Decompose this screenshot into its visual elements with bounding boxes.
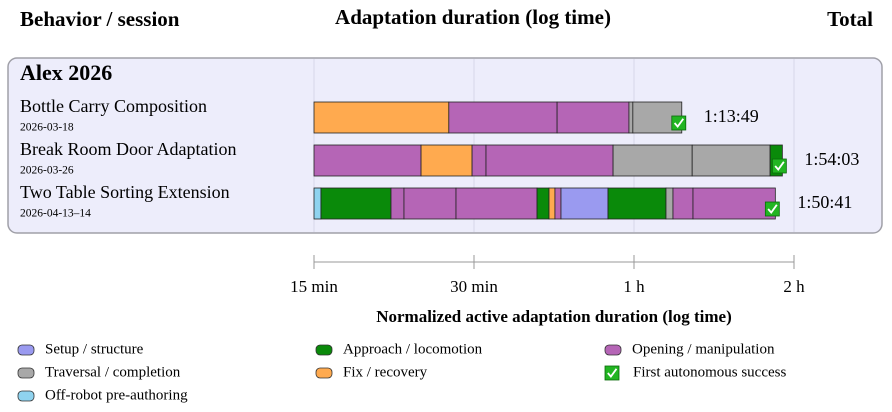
segment: [390, 187, 405, 220]
legend-label: Traversal / completion: [45, 364, 181, 380]
segment: [455, 187, 538, 220]
segment: [420, 144, 473, 177]
row-total: 1:13:49: [704, 106, 759, 126]
success-marker: [671, 115, 687, 131]
row-name: Two Table Sorting Extension: [20, 182, 230, 202]
segment: [536, 187, 550, 220]
segment: [560, 187, 609, 220]
segment: [628, 101, 634, 134]
segment: [485, 144, 614, 177]
segment: [313, 101, 450, 134]
legend-swatch: [17, 367, 35, 379]
check-box: [771, 158, 787, 174]
row-total: 1:50:41: [797, 192, 852, 212]
success-marker: [771, 158, 787, 174]
check-box: [671, 115, 687, 131]
segment: [448, 101, 558, 134]
segment: [556, 101, 630, 134]
right-header: Total: [827, 7, 873, 31]
x-tick-label: 30 min: [450, 277, 498, 296]
check-mark: [774, 161, 785, 171]
row-date: 2026-03-18: [20, 122, 74, 134]
success-marker: [764, 201, 780, 217]
row-date: 2026-03-26: [20, 165, 74, 177]
legend-label: First autonomous success: [633, 364, 786, 380]
segment: [403, 187, 457, 220]
group-title: Alex 2026: [20, 60, 112, 85]
legend-swatch: [17, 390, 35, 402]
row-name: Break Room Door Adaptation: [20, 139, 236, 159]
x-tick-label: 15 min: [290, 277, 338, 296]
legend-label: Opening / manipulation: [632, 341, 775, 357]
row-date: 2026-04-13–14: [20, 208, 91, 220]
check-box: [604, 365, 620, 381]
x-tick-label: 2 h: [783, 277, 805, 296]
legend-label: Off-robot pre-authoring: [45, 387, 188, 403]
legend-swatch: [315, 344, 333, 356]
legend-swatch: [17, 344, 35, 356]
segment: [313, 144, 422, 177]
x-tick-label: 1 h: [623, 277, 645, 296]
legend-label: Setup / structure: [45, 341, 144, 357]
segment: [554, 187, 562, 220]
segment: [665, 187, 674, 220]
legend-label: Fix / recovery: [343, 364, 428, 380]
legend-swatch: [604, 365, 620, 381]
check-mark: [673, 118, 684, 128]
legend-label: Approach / locomotion: [343, 341, 483, 357]
segment: [313, 187, 322, 220]
left-header: Behavior / session: [20, 7, 180, 31]
row-total: 1:54:03: [804, 149, 859, 169]
segment: [672, 187, 694, 220]
segment: [691, 144, 771, 177]
x-axis-label: Normalized active adaptation duration (l…: [376, 307, 732, 326]
segment: [471, 144, 487, 177]
segment: [692, 187, 776, 220]
check-mark: [767, 204, 778, 214]
segment: [320, 187, 392, 220]
legend-swatch: [315, 367, 333, 379]
segment: [548, 187, 556, 220]
row-name: Bottle Carry Composition: [20, 96, 207, 116]
chart-title: Adaptation duration (log time): [335, 5, 611, 29]
check-mark: [607, 368, 618, 378]
segment: [612, 144, 693, 177]
segment: [607, 187, 667, 220]
check-box: [764, 201, 780, 217]
legend-swatch: [604, 344, 622, 356]
